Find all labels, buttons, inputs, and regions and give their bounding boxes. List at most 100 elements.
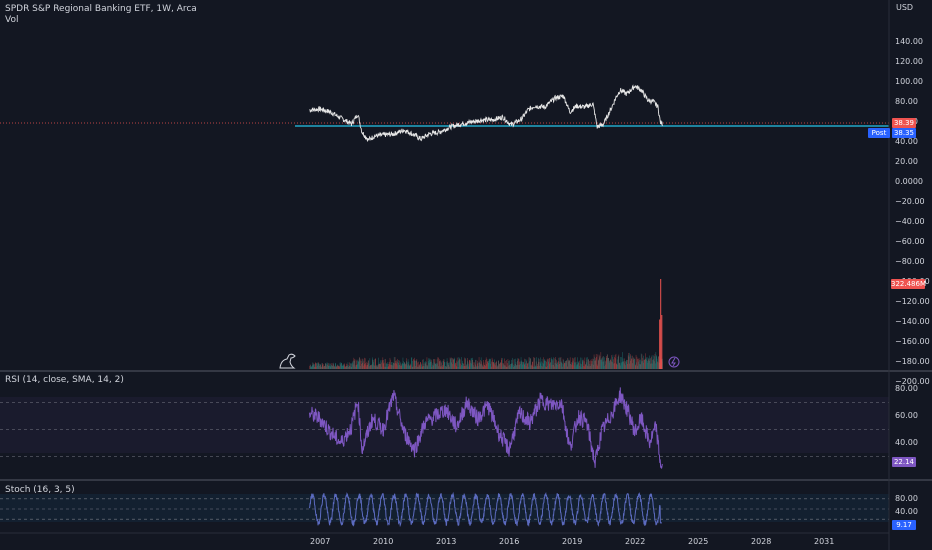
volume-bar <box>578 363 580 369</box>
volume-bar <box>401 363 403 369</box>
volume-bar <box>572 362 573 369</box>
time-axis-tick: 2031 <box>814 537 835 546</box>
volume-bar <box>446 361 447 369</box>
volume-bar <box>452 358 454 369</box>
volume-bar <box>520 361 521 369</box>
volume-bar <box>507 366 508 369</box>
volume-bar <box>650 363 651 369</box>
price-axis-tick: −180.00 <box>895 357 930 366</box>
volume-bar <box>327 364 328 369</box>
volume-bar <box>417 362 418 369</box>
volume-bar <box>611 361 612 369</box>
volume-bar <box>532 361 533 369</box>
volume-bar <box>511 363 512 369</box>
volume-bar <box>316 363 318 369</box>
volume-bar <box>496 360 497 369</box>
event-marker-icon[interactable] <box>668 356 680 368</box>
volume-bar <box>358 361 360 369</box>
volume-bar <box>379 363 380 369</box>
rsi-axis-tick: 60.00 <box>895 411 918 420</box>
volume-bar <box>490 366 492 369</box>
volume-bar <box>575 362 576 369</box>
volume-bar <box>444 362 445 369</box>
volume-bar <box>569 360 570 369</box>
volume-bar <box>447 361 448 369</box>
volume-bar <box>356 360 357 369</box>
volume-bar <box>584 366 585 369</box>
volume-bar <box>404 362 405 369</box>
volume-bar <box>360 365 361 369</box>
volume-bar <box>454 358 455 369</box>
volume-bar <box>331 365 332 369</box>
volume-bar <box>348 367 349 369</box>
volume-bar <box>588 359 589 369</box>
volume-bar <box>524 364 525 369</box>
volume-bar <box>656 358 658 369</box>
volume-bar <box>416 361 417 369</box>
volume-bar <box>404 362 405 369</box>
volume-bar <box>343 365 344 369</box>
volume-bar <box>338 366 340 369</box>
volume-bar <box>558 357 560 369</box>
volume-bar <box>639 364 641 369</box>
volume-bar <box>558 361 559 369</box>
volume-bar <box>325 363 326 369</box>
volume-bar <box>538 357 539 369</box>
volume-bar <box>523 363 525 369</box>
volume-bar <box>394 363 395 369</box>
volume-bar <box>532 366 534 369</box>
volume-bar <box>581 364 582 369</box>
volume-bar <box>627 355 629 369</box>
volume-bar <box>616 363 617 369</box>
volume-bar <box>430 361 432 369</box>
volume-bar <box>396 361 398 369</box>
volume-bar <box>585 364 586 369</box>
volume-bar <box>346 363 347 369</box>
volume-bar <box>361 360 363 369</box>
volume-bar <box>556 363 557 369</box>
volume-bar <box>397 358 398 369</box>
volume-bar <box>423 359 424 369</box>
volume-bar <box>422 366 424 369</box>
volume-bar <box>470 362 471 369</box>
volume-bar <box>371 365 372 369</box>
volume-value-tag: 322.486M <box>891 279 926 289</box>
volume-bar <box>427 365 428 369</box>
volume-bar <box>356 364 357 369</box>
volume-bar <box>638 358 640 369</box>
volume-bar <box>538 361 539 369</box>
volume-bar <box>643 362 644 369</box>
volume-bar <box>582 361 583 369</box>
volume-bar <box>560 357 561 369</box>
volume-bar <box>312 365 313 369</box>
volume-bar <box>606 354 608 369</box>
volume-bar <box>490 363 491 369</box>
volume-bar <box>516 365 518 369</box>
volume-bar <box>397 365 399 369</box>
volume-bar <box>477 360 478 369</box>
volume-bar <box>349 366 351 369</box>
volume-bar <box>425 361 426 369</box>
volume-bar <box>587 357 588 369</box>
volume-bar <box>329 365 331 369</box>
volume-bar <box>623 361 624 369</box>
volume-bar <box>380 364 381 369</box>
volume-bar <box>391 362 392 369</box>
volume-bar <box>570 363 571 369</box>
volume-bar <box>566 360 567 369</box>
volume-bar <box>383 363 384 369</box>
volume-bar <box>610 360 612 369</box>
volume-bar <box>513 365 514 369</box>
volume-bar <box>530 358 531 369</box>
volume-bar <box>644 358 646 369</box>
volume-bar <box>497 365 499 369</box>
volume-bar <box>641 361 642 369</box>
volume-bar <box>322 363 323 369</box>
volume-bar <box>471 358 473 369</box>
volume-bar <box>567 357 568 369</box>
volume-bar <box>537 365 539 369</box>
volume-bar <box>353 360 354 369</box>
volume-bar <box>459 359 460 369</box>
volume-bar <box>358 361 359 369</box>
